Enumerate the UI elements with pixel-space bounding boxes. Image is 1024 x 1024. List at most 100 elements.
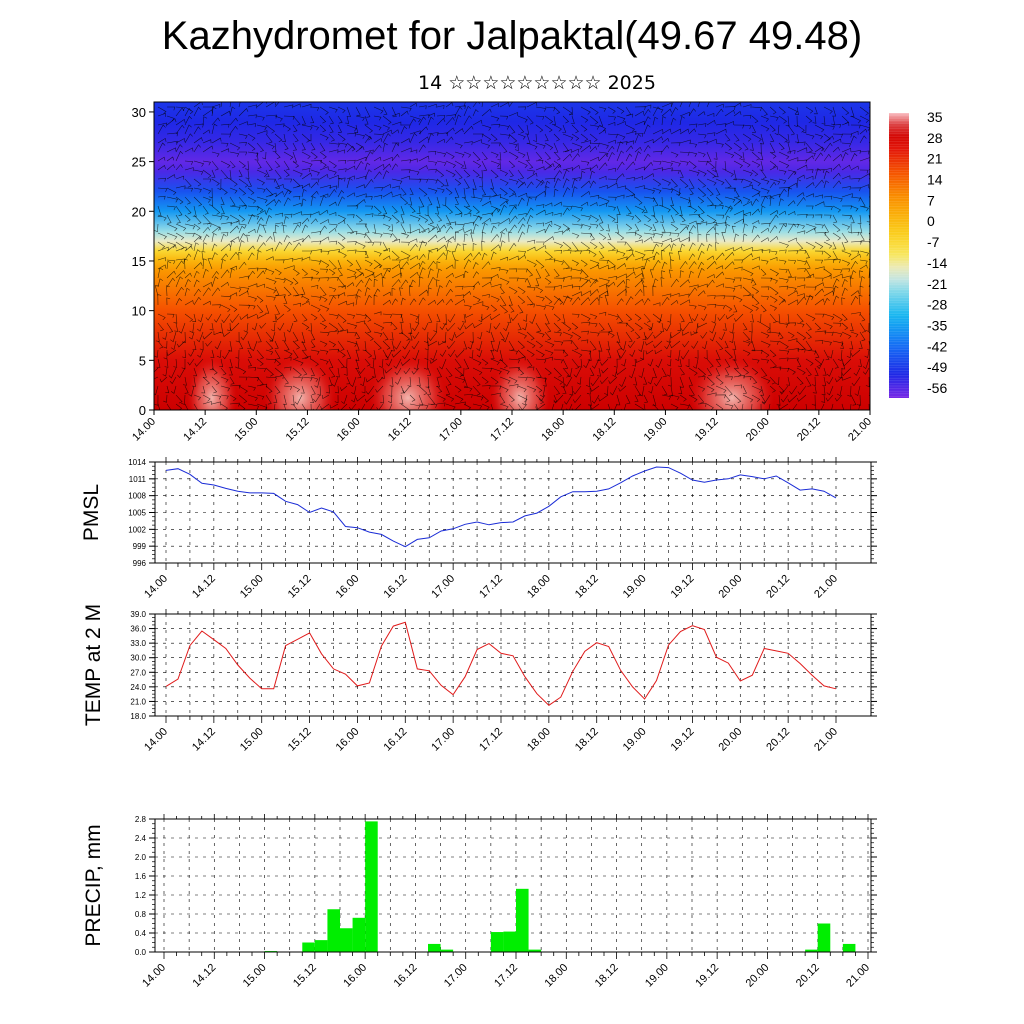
wind-barb — [355, 295, 361, 306]
wind-barb — [607, 122, 616, 126]
wind-barb — [553, 241, 563, 249]
y-tick-label: 30 — [132, 105, 146, 120]
wind-barb — [400, 223, 407, 234]
wind-barb — [400, 187, 407, 196]
wind-barb — [490, 244, 501, 252]
wind-barb — [841, 241, 846, 251]
wind-barb — [706, 392, 717, 397]
wind-barb — [409, 132, 418, 144]
wind-barb — [600, 358, 609, 366]
wind-barb — [841, 142, 852, 147]
wind-barb — [220, 123, 230, 128]
wind-barb — [319, 331, 330, 337]
wind-barb — [445, 279, 453, 288]
wind-barb — [724, 187, 736, 192]
wind-barb — [283, 124, 291, 132]
wind-barb — [535, 142, 546, 149]
wind-barb — [688, 220, 697, 225]
x-tick-label: 21.00 — [812, 573, 840, 601]
wind-barb — [724, 277, 736, 283]
wind-barb — [661, 160, 673, 167]
wind-barb — [220, 281, 229, 288]
wind-barb — [319, 106, 329, 115]
wind-barb — [814, 403, 817, 410]
wind-barb — [328, 348, 340, 353]
colorbar-label: -7 — [927, 234, 940, 250]
wind-barb — [643, 403, 646, 410]
wind-barb — [517, 322, 522, 331]
wind-barb — [724, 106, 736, 110]
wind-barb — [589, 180, 597, 189]
wind-barb — [625, 278, 631, 288]
wind-barb — [283, 189, 291, 198]
wind-barb — [256, 270, 266, 279]
wind-barb — [473, 133, 484, 138]
wind-barb — [715, 283, 724, 288]
wind-barb — [372, 349, 377, 360]
wind-barb — [553, 124, 562, 132]
wind-barb — [769, 106, 777, 115]
x-tick-label: 15.00 — [238, 726, 266, 754]
wind-barb — [292, 222, 302, 226]
wind-barb — [221, 313, 231, 324]
wind-barb — [706, 196, 714, 206]
wind-barb — [778, 298, 787, 306]
wind-barb — [607, 214, 616, 222]
wind-barb — [814, 322, 822, 331]
wind-barb — [687, 196, 692, 208]
wind-barb — [292, 224, 301, 234]
wind-barb — [776, 313, 781, 323]
wind-barb — [301, 295, 310, 303]
wind-barb — [311, 178, 320, 183]
wind-barb — [805, 241, 816, 250]
wind-barb — [376, 376, 384, 383]
wind-barb — [769, 151, 777, 159]
wind-barb — [301, 213, 312, 218]
wind-barb — [634, 331, 641, 339]
wind-barb — [463, 105, 471, 117]
wind-barb — [328, 367, 336, 378]
wind-barb — [239, 151, 248, 156]
wind-barb — [472, 223, 479, 234]
wind-barb — [391, 112, 400, 117]
wind-barb — [598, 153, 608, 162]
wind-barb — [805, 214, 815, 219]
wind-barb — [310, 268, 320, 276]
wind-barb — [454, 160, 465, 169]
wind-barb — [229, 251, 239, 261]
wind-barb — [823, 180, 830, 189]
wind-barb — [517, 340, 525, 350]
wind-barb — [193, 242, 199, 252]
wind-barb — [328, 149, 339, 154]
wind-barb — [229, 187, 238, 194]
wind-barb — [274, 304, 281, 315]
wind-barb — [517, 254, 526, 261]
wind-barb — [682, 340, 690, 348]
wind-barb — [498, 349, 503, 361]
wind-barb — [805, 367, 812, 377]
wind-barb — [625, 194, 635, 199]
wind-barb — [652, 251, 660, 261]
wind-barb — [464, 322, 474, 330]
wind-barb — [427, 260, 436, 270]
wind-barb — [283, 160, 290, 171]
wind-barb — [553, 385, 561, 395]
wind-barb — [274, 190, 284, 198]
wind-barb — [701, 340, 708, 350]
wind-barb — [643, 376, 648, 385]
wind-barb — [184, 258, 188, 270]
wind-barb — [211, 276, 219, 288]
wind-barb — [283, 385, 293, 391]
wind-barb — [652, 160, 662, 165]
wind-barb — [589, 164, 599, 171]
wind-barb — [418, 240, 426, 252]
wind-barb — [184, 178, 192, 188]
wind-barb — [229, 225, 239, 234]
wind-barb — [841, 297, 846, 306]
wind-barb — [850, 240, 862, 245]
wind-barb — [412, 349, 420, 361]
wind-barb — [175, 118, 186, 126]
wind-barb — [769, 277, 778, 284]
wind-barb — [220, 295, 232, 301]
wind-barb — [210, 349, 215, 358]
